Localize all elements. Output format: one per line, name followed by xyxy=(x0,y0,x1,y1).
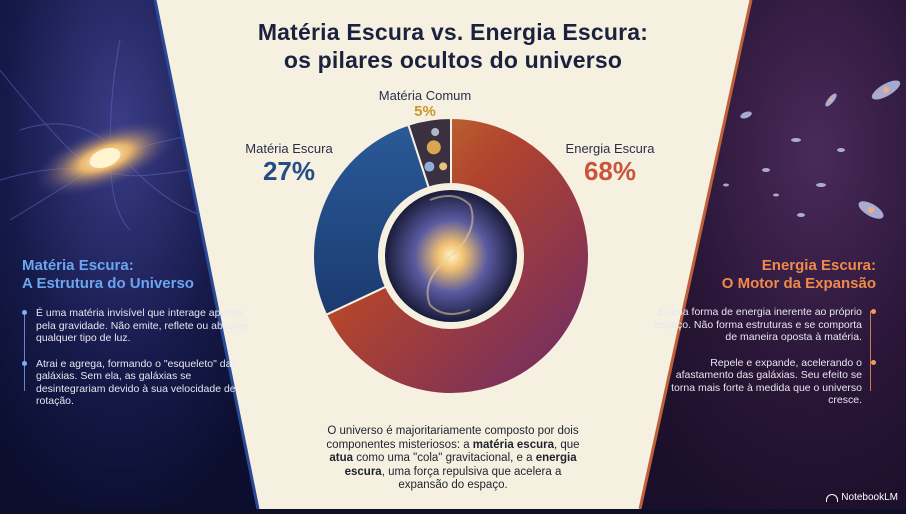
summary-part-1: O universo é majoritariamente composto p… xyxy=(326,425,579,451)
left-bullet-1: É uma matéria invisível que interage ape… xyxy=(22,307,258,345)
badge-label: NotebookLM xyxy=(841,492,898,503)
page-title: Matéria Escura vs. Energia Escura: os pi… xyxy=(230,18,676,74)
planet-icon xyxy=(424,161,435,172)
planet-icon xyxy=(431,128,440,137)
summary-part-2: , que xyxy=(554,438,580,451)
right-heading-line-2: O Motor da Expansão xyxy=(721,275,876,292)
left-heading-line-1: Matéria Escura: xyxy=(22,257,134,274)
summary-bold-acts: atua xyxy=(329,452,354,464)
summary-part-4: , uma força repulsiva que acelera a expa… xyxy=(381,465,562,492)
right-bullet-2: Repele e expande, acelerando o afastamen… xyxy=(650,357,876,407)
right-bullet-line xyxy=(870,311,871,391)
segment-pct-energy: 68% xyxy=(583,156,637,186)
segment-pct-dark-matter: 27% xyxy=(262,156,316,186)
segment-pct-common: 5% xyxy=(414,103,436,120)
summary-bold-dark-matter: matéria escura xyxy=(472,438,554,451)
left-bullet-2: Atrai e agrega, formando o "esqueleto" d… xyxy=(22,358,258,408)
notebooklm-icon xyxy=(826,493,839,502)
summary-part-3: como uma "cola" gravitacional, e a xyxy=(353,452,536,464)
left-bullet-list: É uma matéria invisível que interage ape… xyxy=(22,307,258,421)
segment-label-common: Matéria Comum 5% xyxy=(365,88,485,120)
summary-bold-dark-energy: energia escura xyxy=(344,452,577,478)
title-line-1: Matéria Escura vs. Energia Escura: xyxy=(257,19,649,45)
right-bullet-list: É uma forma de energia inerente ao própr… xyxy=(650,306,876,420)
left-heading-line-2: A Estrutura do Universo xyxy=(22,275,194,292)
galaxy-web-illustration xyxy=(0,39,241,231)
title-line-2: os pilares ocultos do universo xyxy=(283,47,623,73)
expanding-galaxies-illustration xyxy=(703,80,901,219)
left-bullet-line xyxy=(24,311,25,391)
right-heading: Energia Escura: O Motor da Expansão xyxy=(626,257,876,293)
notebooklm-badge: NotebookLM xyxy=(826,492,898,503)
right-heading-line-1: Energia Escura: xyxy=(761,257,876,274)
right-bullet-1: É uma forma de energia inerente ao própr… xyxy=(650,306,876,344)
segment-label-dark-matter: Matéria Escura 27% xyxy=(230,141,348,187)
segment-name-dark-matter: Matéria Escura xyxy=(245,141,333,156)
segment-label-energy: Energia Escura 68% xyxy=(550,141,670,187)
left-heading: Matéria Escura: A Estrutura do Universo xyxy=(22,257,272,293)
segment-name-energy: Energia Escura xyxy=(565,141,655,156)
donut-slice-dark-matter xyxy=(312,123,431,317)
summary-text: O universo é majoritariamente composto p… xyxy=(320,425,586,493)
planet-icon xyxy=(439,162,448,171)
segment-name-common: Matéria Comum xyxy=(378,88,472,103)
planet-icon xyxy=(426,140,441,155)
